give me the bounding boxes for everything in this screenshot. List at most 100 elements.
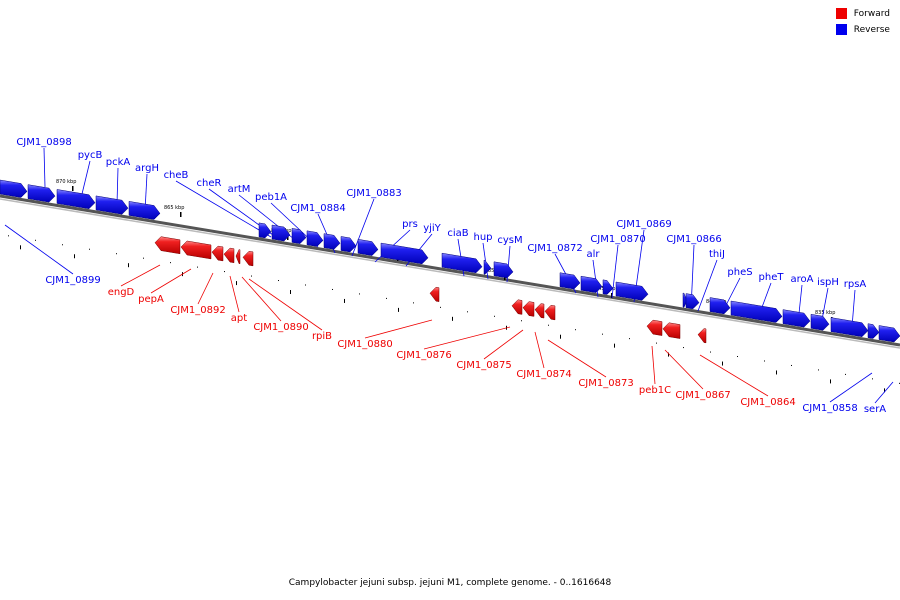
gene-label[interactable]: ispH bbox=[817, 277, 839, 288]
gene-label[interactable]: CJM1_0864 bbox=[740, 397, 795, 408]
gene-label[interactable]: CJM1_0874 bbox=[516, 369, 571, 380]
reverse-gene-arrow[interactable] bbox=[782, 309, 811, 328]
gene-label[interactable]: CJM1_0869 bbox=[616, 219, 671, 230]
reverse-gene-arrow[interactable] bbox=[878, 325, 900, 343]
gene-label[interactable]: hup bbox=[473, 232, 492, 243]
reverse-gene-arrow[interactable] bbox=[730, 300, 783, 323]
forward-gene-arrow[interactable] bbox=[211, 245, 224, 262]
scale-tick-label: 865 kbp bbox=[164, 205, 184, 211]
gene-label[interactable]: ciaB bbox=[447, 228, 468, 239]
reverse-gene-arrow[interactable] bbox=[291, 228, 307, 244]
gene-label[interactable]: engD bbox=[108, 287, 135, 298]
gene-label[interactable]: aroA bbox=[791, 274, 814, 285]
gene-label[interactable]: prs bbox=[402, 219, 418, 230]
gene-label[interactable]: rpiB bbox=[312, 331, 332, 342]
scale-dot bbox=[602, 333, 603, 335]
forward-gene-arrow[interactable] bbox=[511, 299, 523, 315]
gene-label[interactable]: CJM1_0883 bbox=[346, 188, 401, 199]
gene-label[interactable]: CJM1_0899 bbox=[45, 275, 100, 286]
reverse-gene-arrow[interactable] bbox=[357, 238, 379, 256]
gene-label[interactable]: artM bbox=[228, 184, 251, 195]
reverse-gene-arrow[interactable] bbox=[340, 236, 357, 253]
reverse-gene-arrow[interactable] bbox=[867, 323, 880, 339]
reverse-gene-arrow[interactable] bbox=[441, 252, 483, 274]
forward-gene-arrow[interactable] bbox=[235, 249, 241, 265]
gene-label[interactable]: cheB bbox=[164, 170, 189, 181]
gene-label[interactable]: CJM1_0880 bbox=[337, 339, 392, 350]
reverse-gene-arrow[interactable] bbox=[810, 313, 830, 331]
gene-label[interactable]: yjiY bbox=[423, 223, 441, 234]
leader-line bbox=[120, 264, 161, 287]
gene-label[interactable]: thiJ bbox=[709, 249, 725, 260]
gene-label[interactable]: CJM1_0866 bbox=[666, 234, 721, 245]
forward-gene-arrow[interactable] bbox=[180, 240, 212, 260]
reverse-gene-arrow[interactable] bbox=[830, 317, 869, 337]
gene-label[interactable]: CJM1_0876 bbox=[396, 350, 451, 361]
leader-line bbox=[150, 268, 192, 294]
forward-gene-arrow[interactable] bbox=[662, 322, 681, 339]
gene-label[interactable]: cheR bbox=[197, 178, 222, 189]
scale-dot bbox=[656, 342, 657, 344]
gene-label[interactable]: CJM1_0875 bbox=[456, 360, 511, 371]
gene-label[interactable]: serA bbox=[864, 404, 886, 415]
forward-gene-arrow[interactable] bbox=[697, 328, 707, 344]
forward-gene-arrow[interactable] bbox=[534, 303, 545, 319]
gene-label[interactable]: rpsA bbox=[844, 279, 867, 290]
reverse-gene-arrow[interactable] bbox=[602, 279, 614, 295]
genome-caption: Campylobacter jejuni subsp. jejuni M1, c… bbox=[288, 578, 612, 588]
reverse-gene-arrow[interactable] bbox=[306, 230, 324, 247]
gene-label[interactable]: pycB bbox=[78, 150, 103, 161]
reverse-gene-arrow[interactable] bbox=[483, 259, 492, 275]
reverse-gene-arrow[interactable] bbox=[27, 184, 56, 203]
scale-minor-tick bbox=[20, 245, 21, 250]
forward-gene-arrow[interactable] bbox=[154, 236, 181, 255]
gene-label[interactable]: pheS bbox=[727, 267, 752, 278]
reverse-gene-arrow[interactable] bbox=[128, 201, 161, 220]
reverse-gene-arrow[interactable] bbox=[95, 195, 129, 215]
forward-gene-arrow[interactable] bbox=[242, 250, 254, 267]
scale-dot bbox=[62, 244, 63, 246]
gene-label[interactable]: peb1A bbox=[255, 192, 287, 203]
reverse-gene-arrow[interactable] bbox=[559, 272, 581, 290]
reverse-gene-arrow[interactable] bbox=[258, 222, 272, 239]
reverse-gene-arrow[interactable] bbox=[580, 275, 603, 293]
gene-label[interactable]: CJM1_0884 bbox=[290, 203, 345, 214]
gene-label[interactable]: CJM1_0892 bbox=[170, 305, 225, 316]
scale-dot bbox=[440, 306, 441, 308]
gene-label[interactable]: CJM1_0858 bbox=[802, 403, 857, 414]
scale-minor-tick bbox=[722, 361, 723, 366]
reverse-gene-arrow[interactable] bbox=[0, 179, 28, 198]
scale-minor-tick bbox=[290, 290, 291, 295]
reverse-gene-arrow[interactable] bbox=[56, 189, 96, 210]
reverse-gene-arrow[interactable] bbox=[271, 224, 291, 242]
gene-label[interactable]: CJM1_0867 bbox=[675, 390, 730, 401]
gene-label[interactable]: pepA bbox=[138, 294, 164, 305]
reverse-gene-arrow[interactable] bbox=[685, 293, 700, 309]
scale-tick-label: 835 kbp bbox=[815, 310, 835, 316]
forward-gene-arrow[interactable] bbox=[544, 304, 556, 321]
forward-gene-arrow[interactable] bbox=[429, 286, 440, 302]
leader-line bbox=[248, 278, 323, 331]
gene-label[interactable]: CJM1_0898 bbox=[16, 137, 71, 148]
scale-minor-tick bbox=[884, 388, 885, 393]
gene-label[interactable]: CJM1_0890 bbox=[253, 322, 308, 333]
reverse-gene-arrow[interactable] bbox=[380, 242, 429, 265]
reverse-gene-arrow[interactable] bbox=[615, 281, 649, 301]
gene-label[interactable]: pheT bbox=[759, 272, 785, 283]
reverse-gene-arrow[interactable] bbox=[493, 261, 514, 279]
forward-gene-arrow[interactable] bbox=[223, 247, 235, 264]
reverse-gene-arrow[interactable] bbox=[682, 292, 688, 308]
gene-label[interactable]: pckA bbox=[106, 157, 131, 168]
gene-label[interactable]: CJM1_0872 bbox=[527, 243, 582, 254]
gene-label[interactable]: argH bbox=[135, 163, 159, 174]
forward-gene-arrow[interactable] bbox=[646, 319, 663, 336]
forward-gene-arrow[interactable] bbox=[522, 301, 535, 317]
gene-label[interactable]: cysM bbox=[497, 235, 522, 246]
gene-label[interactable]: alr bbox=[586, 249, 600, 260]
gene-label[interactable]: CJM1_0870 bbox=[590, 234, 645, 245]
reverse-gene-arrow[interactable] bbox=[709, 297, 731, 315]
gene-label[interactable]: apt bbox=[231, 313, 247, 324]
reverse-gene-arrow[interactable] bbox=[323, 233, 341, 250]
gene-label[interactable]: CJM1_0873 bbox=[578, 378, 633, 389]
gene-label[interactable]: peb1C bbox=[639, 385, 671, 396]
